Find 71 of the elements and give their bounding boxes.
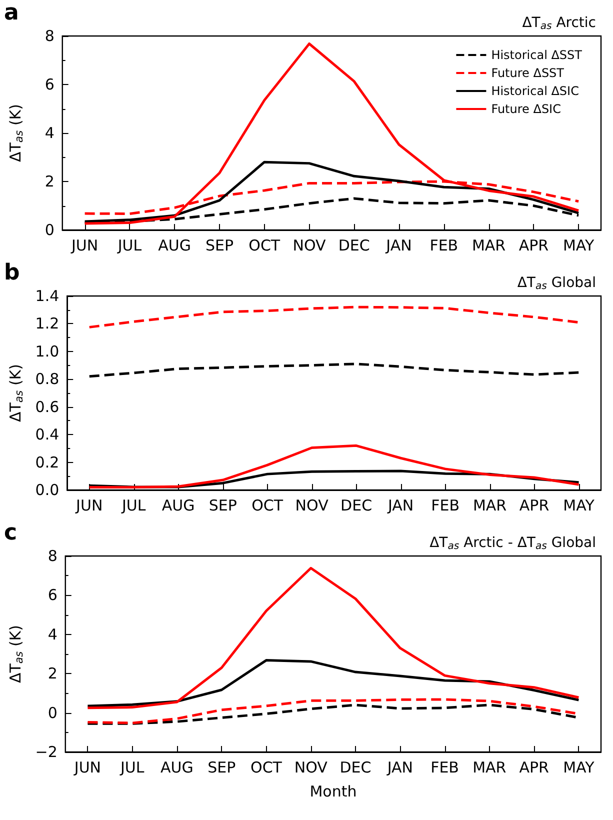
line-series xyxy=(88,444,580,488)
x-tick-label: JUN xyxy=(70,236,98,254)
x-tick-label: DEC xyxy=(338,236,370,254)
text: b xyxy=(4,260,20,286)
y-tick-label: 0 xyxy=(44,221,54,239)
x-tick-label: JUL xyxy=(116,236,142,254)
x-tick-label: SEP xyxy=(205,236,234,254)
y-tick-label: −2 xyxy=(35,743,58,761)
x-tick-label: DEC xyxy=(340,496,372,514)
x-tick-label: DEC xyxy=(340,758,372,776)
x-tick-label: MAR xyxy=(472,236,506,254)
line-series xyxy=(84,42,580,225)
y-tick-label: 8 xyxy=(48,547,58,565)
x-tick-label: SEP xyxy=(208,496,237,514)
x-tick-label: AUG xyxy=(158,236,192,254)
x-tick-label: OCT xyxy=(250,758,283,776)
x-tick-label: OCT xyxy=(252,496,284,514)
x-tick-label: MAR xyxy=(472,496,507,514)
x-tick-label: JAN xyxy=(385,236,412,254)
y-tick-label: 0 xyxy=(48,704,58,722)
x-tick-label: OCT xyxy=(248,236,281,254)
legend-label: Historical ΔSST xyxy=(491,48,583,62)
legend-label: Historical ΔSIC xyxy=(491,84,579,98)
x-tick-label: APR xyxy=(518,236,549,254)
y-tick-label: 4 xyxy=(44,124,54,142)
y-axis-title: ΔTas (K) xyxy=(6,364,26,422)
x-tick-label: MAR xyxy=(472,758,506,776)
line-series xyxy=(86,566,580,710)
y-tick-label: 6 xyxy=(48,586,58,604)
legend-label: Future ΔSST xyxy=(491,66,565,80)
x-tick-label: JUL xyxy=(120,496,146,514)
y-tick-label: 1.2 xyxy=(35,314,60,333)
y-tick-label: 2 xyxy=(48,664,58,683)
legend-label: Future ΔSIC xyxy=(491,102,561,116)
x-axis-title: Month xyxy=(310,782,357,800)
x-tick-label: AUG xyxy=(162,496,195,514)
y-tick-label: 0.0 xyxy=(35,481,60,499)
y-axis-title: ΔTas (K) xyxy=(6,625,26,683)
y-tick-label: 0.6 xyxy=(35,398,60,416)
x-tick-label: JAN xyxy=(386,496,414,514)
x-tick-label: JAN xyxy=(386,758,413,776)
y-tick-label: 6 xyxy=(44,76,54,94)
x-tick-label: MAY xyxy=(562,236,595,254)
text: c xyxy=(4,520,18,546)
y-tick-label: 0.4 xyxy=(35,426,60,444)
y-tick-label: 0.8 xyxy=(35,370,60,388)
line-series xyxy=(88,306,580,328)
y-tick-label: 1.4 xyxy=(35,287,60,305)
x-tick-label: FEB xyxy=(431,496,460,514)
text: a xyxy=(4,0,19,26)
line-series xyxy=(88,362,580,378)
x-tick-label: JUL xyxy=(119,758,145,776)
x-tick-label: JUN xyxy=(73,758,102,776)
x-tick-label: MAY xyxy=(563,758,596,776)
y-tick-label: 2 xyxy=(44,172,54,190)
y-axis-title: ΔTas (K) xyxy=(6,104,26,162)
x-tick-label: AUG xyxy=(160,758,194,776)
x-tick-label: NOV xyxy=(294,758,328,776)
y-tick-label: 4 xyxy=(48,625,58,644)
x-tick-label: NOV xyxy=(292,236,326,254)
x-tick-label: APR xyxy=(519,758,549,776)
y-tick-label: 0.2 xyxy=(35,453,60,472)
x-tick-label: SEP xyxy=(208,758,236,776)
y-tick-label: 8 xyxy=(44,27,54,45)
x-tick-label: APR xyxy=(519,496,550,514)
x-tick-label: NOV xyxy=(295,496,330,514)
x-tick-label: JUN xyxy=(75,496,103,514)
y-tick-label: 1.0 xyxy=(35,342,60,360)
x-tick-label: MAY xyxy=(563,496,596,514)
x-tick-label: FEB xyxy=(430,236,458,254)
x-tick-label: FEB xyxy=(430,758,459,776)
